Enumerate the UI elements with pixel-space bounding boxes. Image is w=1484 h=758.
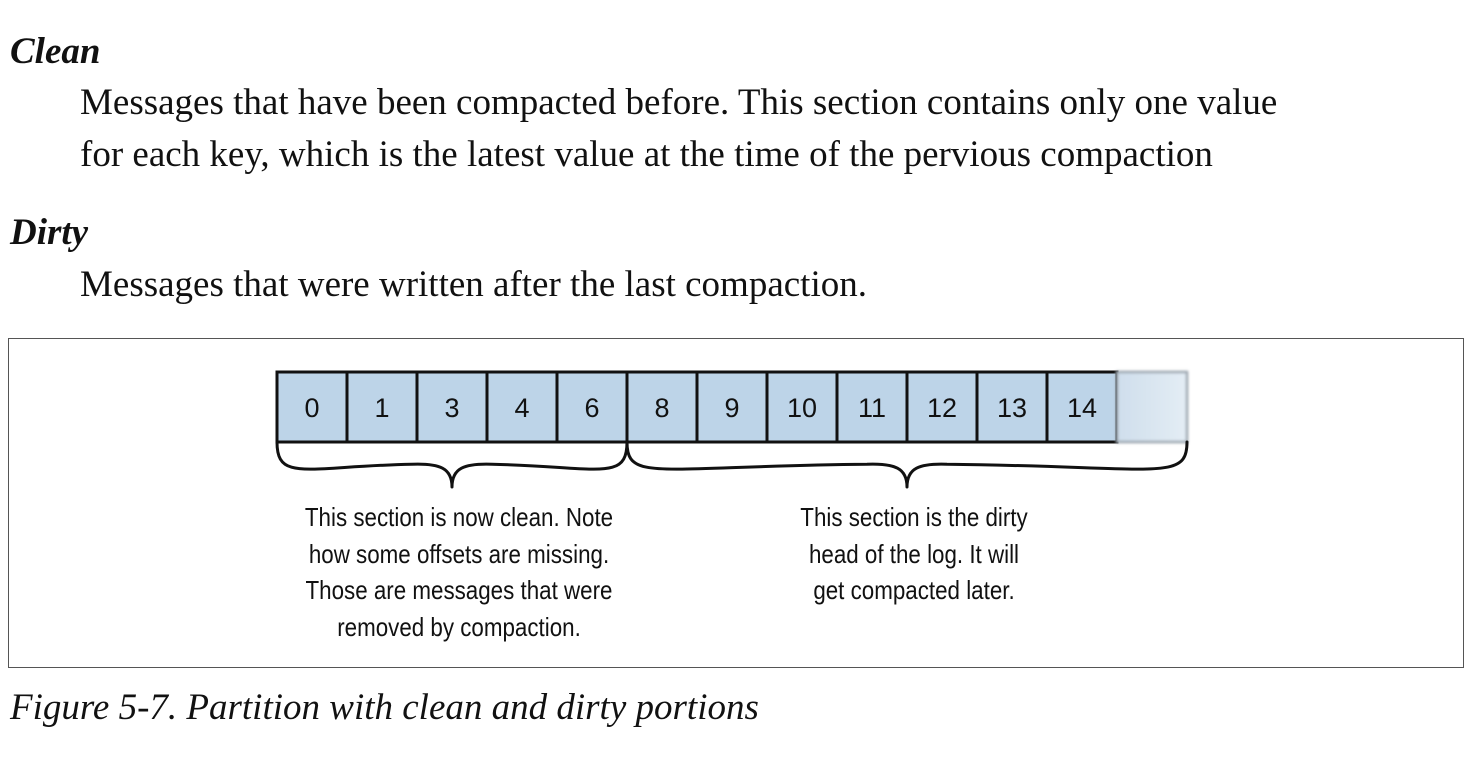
- term-clean: Clean: [10, 31, 101, 72]
- clean-note-line: Those are messages that were: [305, 575, 613, 605]
- log-cell-13: 13: [975, 370, 1049, 444]
- figure-partition-diagram: 0 1 3 4 6 8 9 10 11 12 13 14 This section is now cl…: [8, 338, 1464, 668]
- definition-clean-line: Messages that have been compacted before…: [80, 82, 1278, 123]
- empty-slot-box: [1115, 370, 1189, 444]
- log-cell-6: 6: [555, 370, 629, 444]
- empty-log-slot: [1115, 370, 1189, 444]
- log-cell-8: 8: [625, 370, 699, 444]
- figure-caption: Figure 5-7. Partition with clean and dir…: [10, 687, 759, 728]
- log-cell-box: [695, 370, 769, 444]
- log-cell-12: 12: [905, 370, 979, 444]
- definition-dirty-line: Messages that were written after the las…: [80, 264, 867, 305]
- log-cell-offset: 3: [444, 393, 459, 423]
- clean-section-note: This section is now clean. Note how some…: [235, 499, 682, 645]
- dirty-section-brace: [625, 440, 1189, 489]
- clean-note-line: how some offsets are missing.: [308, 538, 610, 569]
- log-cell-offset: 14: [1067, 393, 1097, 423]
- log-cell-offset: 4: [514, 393, 529, 423]
- log-cell-11: 11: [835, 370, 909, 444]
- definition-clean-line: for each key, which is the latest value …: [80, 134, 1213, 175]
- log-cell-offset: 13: [997, 393, 1027, 423]
- clean-note-line: This section is now clean. Note: [304, 502, 614, 532]
- log-cell-box: [275, 370, 349, 444]
- log-cell-offset: 11: [858, 393, 886, 423]
- log-cells: 0 1 3 4 6 8 9 10 11 12 13 14: [275, 370, 1189, 444]
- dirty-note-line: head of the log. It will: [808, 538, 1020, 569]
- dirty-note-line: get compacted later.: [813, 575, 1015, 605]
- log-cell-9: 9: [695, 370, 769, 444]
- log-cell-offset: 0: [304, 393, 319, 423]
- section-braces: [275, 440, 1189, 489]
- log-cell-10: 10: [765, 370, 839, 444]
- log-cell-box: [975, 370, 1049, 444]
- log-cell-offset: 6: [584, 393, 599, 423]
- log-cell-offset: 9: [724, 393, 739, 423]
- log-cell-box: [765, 370, 839, 444]
- dirty-note-line: This section is the dirty: [800, 502, 1028, 532]
- dirty-section-note: This section is the dirty head of the lo…: [690, 499, 1137, 609]
- log-cell-3: 3: [415, 370, 489, 444]
- partition-diagram: 0 1 3 4 6 8 9 10 11 12 13 14: [275, 370, 1189, 489]
- definition-clean: Messages that have been compacted before…: [80, 77, 1480, 181]
- log-cell-offset: 12: [927, 393, 957, 423]
- log-cell-box: [1045, 370, 1119, 444]
- log-cell-offset: 1: [374, 393, 389, 423]
- clean-note-line: removed by compaction.: [337, 611, 581, 642]
- clean-section-brace: [275, 440, 629, 489]
- log-cell-14: 14: [1045, 370, 1119, 444]
- log-cell-offset: 10: [787, 393, 817, 423]
- term-dirty: Dirty: [10, 212, 89, 253]
- log-cell-0: 0: [275, 370, 349, 444]
- log-cell-box: [415, 370, 489, 444]
- log-cell-1: 1: [345, 370, 419, 444]
- log-cell-4: 4: [485, 370, 559, 444]
- log-cell-box: [835, 370, 909, 444]
- log-cell-box: [555, 370, 629, 444]
- log-cell-box: [345, 370, 419, 444]
- log-cell-offset: 8: [654, 393, 669, 423]
- definition-dirty: Messages that were written after the las…: [80, 259, 1480, 311]
